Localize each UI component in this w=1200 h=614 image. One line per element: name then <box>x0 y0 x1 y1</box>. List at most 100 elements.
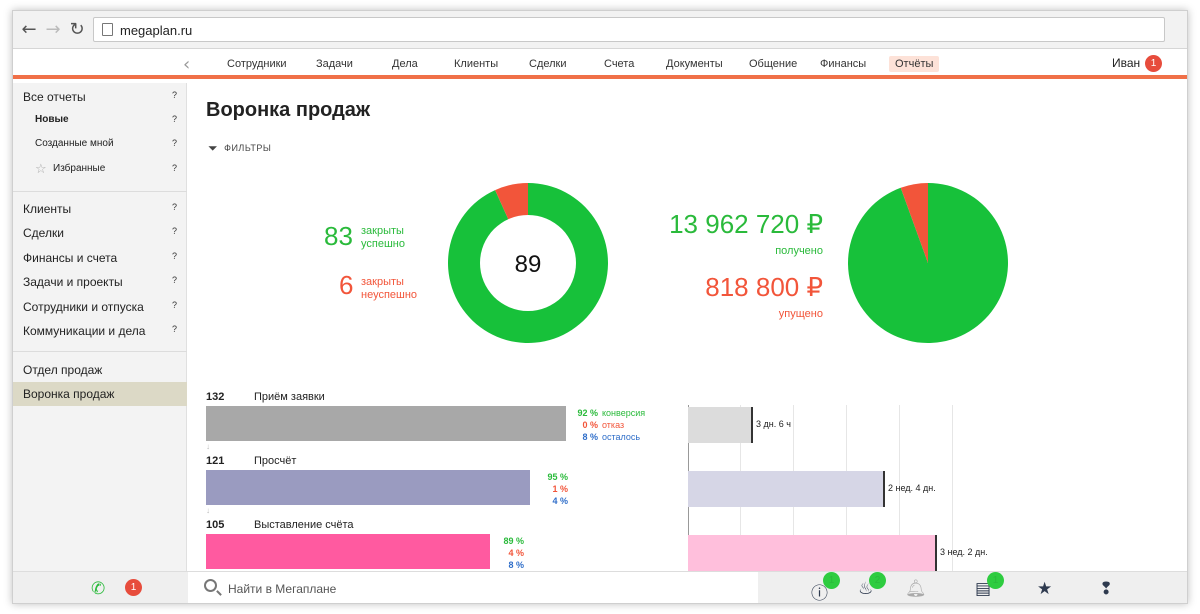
sidebar-item-communications[interactable]: Коммуникации и дела ? <box>23 324 177 338</box>
page-title: Воронка продаж <box>206 99 371 121</box>
user-notification-badge[interactable]: 1 <box>1145 55 1162 72</box>
page-icon <box>102 23 113 36</box>
donut-hole <box>480 215 576 311</box>
chevron-left-icon[interactable]: ‹ <box>183 54 191 75</box>
sidebar-item-all-reports[interactable]: Все отчеты ? <box>23 90 177 104</box>
down-arrow-icon: ↓ <box>206 506 210 515</box>
help-icon[interactable]: ? <box>171 114 177 124</box>
global-search <box>188 572 758 603</box>
fire-badge[interactable]: 2 <box>869 572 886 589</box>
menu-item-reports[interactable]: Отчёты <box>889 56 940 72</box>
back-arrow-icon[interactable]: ← <box>21 19 37 40</box>
star-icon[interactable]: ★ <box>1037 579 1053 599</box>
duration-bar-end <box>751 407 753 443</box>
help-icon[interactable]: ? <box>171 163 177 173</box>
stage-conversion: 95 % <box>547 472 568 482</box>
menu-item-employees[interactable]: Сотрудники <box>227 58 287 70</box>
stage-bar[interactable] <box>206 534 491 569</box>
stage-duration-chart: 3 дн. 6 ч 2 нед. 4 дн. 3 нед. 2 дн. <box>688 405 1088 571</box>
url-text: megaplan.ru <box>120 23 193 38</box>
stage-bar[interactable] <box>206 406 566 441</box>
sidebar-item-favorites[interactable]: ☆ Избранные ? <box>35 161 177 176</box>
menu-item-communication[interactable]: Общение <box>749 58 798 70</box>
stage-bar[interactable] <box>206 470 530 505</box>
sidebar-item-new[interactable]: Новые ? <box>35 114 177 125</box>
report-content: Воронка продаж ⏷ ФИЛЬТРЫ 83 закрыты успешн… <box>188 83 1187 571</box>
donut-total: 89 <box>515 251 542 278</box>
closed-fail-label: закрыты неуспешно <box>361 276 418 301</box>
forward-arrow-icon[interactable]: → <box>45 19 61 40</box>
stage-name[interactable]: Приём заявки <box>254 391 325 403</box>
duration-bar-end <box>883 471 885 507</box>
amounts-pie-chart <box>848 183 1008 343</box>
stage-refusal: 0 % <box>582 420 598 430</box>
stage-remaining: 8 % <box>582 432 598 442</box>
duration-bar[interactable] <box>688 471 884 507</box>
duration-label: 2 нед. 4 дн. <box>888 483 936 493</box>
menu-item-affairs[interactable]: Дела <box>392 58 418 70</box>
user-name[interactable]: Иван <box>1112 56 1141 70</box>
pie-slice-missed <box>900 183 928 263</box>
remaining-label: осталось <box>602 432 641 442</box>
closed-fail-count: 6 <box>339 270 354 300</box>
bottom-bar: ✆ 1 ⓘ 1 ♨ 2 🔔︎ ▤ 1 ★ ❢ <box>13 571 1187 604</box>
stage-name[interactable]: Просчёт <box>254 455 297 467</box>
bell-icon[interactable]: 🔔︎ <box>905 579 927 599</box>
menu-item-clients[interactable]: Клиенты <box>454 58 499 70</box>
feedback-icon[interactable]: ❢ <box>1099 579 1114 599</box>
sidebar-item-sales-department[interactable]: Отдел продаж <box>23 363 103 377</box>
address-bar[interactable]: megaplan.ru <box>93 17 1165 42</box>
menu-item-invoices[interactable]: Счета <box>604 58 635 70</box>
missed-amount: 818 800 ₽ <box>705 272 823 302</box>
duration-bar-end <box>935 535 937 571</box>
sidebar-item-tasks-projects[interactable]: Задачи и проекты ? <box>23 275 177 289</box>
phone-icon[interactable]: ✆ <box>91 579 106 599</box>
menu-item-finance[interactable]: Финансы <box>820 58 867 70</box>
filter-funnel-icon: ⏷ <box>208 141 219 155</box>
conversion-label: конверсия <box>602 408 646 418</box>
received-amount: 13 962 720 ₽ <box>669 209 823 239</box>
refusal-label: отказ <box>602 420 625 430</box>
alert-badge[interactable]: 1 <box>823 572 840 589</box>
closed-success-count: 83 <box>324 221 353 251</box>
sidebar-item-sales-funnel[interactable]: Воронка продаж <box>13 382 187 406</box>
help-icon[interactable]: ? <box>171 202 177 212</box>
gridline <box>952 405 953 571</box>
chat-badge[interactable]: 1 <box>987 572 1004 589</box>
filters-button[interactable]: ⏷ ФИЛЬТРЫ <box>208 141 272 155</box>
help-icon[interactable]: ? <box>171 324 177 334</box>
search-icon <box>204 579 217 592</box>
sidebar-item-created-by-me[interactable]: Созданные мной ? <box>35 138 177 149</box>
duration-bar[interactable] <box>688 535 936 571</box>
sidebar-item-finance-invoices[interactable]: Финансы и счета ? <box>23 251 177 265</box>
duration-label: 3 нед. 2 дн. <box>940 547 988 557</box>
stage-count: 121 <box>206 455 225 467</box>
sidebar-item-clients[interactable]: Клиенты ? <box>23 202 177 216</box>
help-icon[interactable]: ? <box>171 90 177 100</box>
help-icon[interactable]: ? <box>171 275 177 285</box>
closed-success-label: закрыты успешно <box>361 225 405 250</box>
help-icon[interactable]: ? <box>171 226 177 236</box>
stage-count: 132 <box>206 391 225 403</box>
help-icon[interactable]: ? <box>171 251 177 261</box>
duration-label: 3 дн. 6 ч <box>756 419 791 429</box>
down-arrow-icon: ↓ <box>206 442 210 451</box>
help-icon[interactable]: ? <box>171 300 177 310</box>
sidebar-item-deals[interactable]: Сделки ? <box>23 226 177 240</box>
received-label: получено <box>775 245 823 257</box>
reload-icon[interactable]: ↻ <box>69 19 85 40</box>
phone-badge[interactable]: 1 <box>125 579 142 596</box>
menu-item-deals[interactable]: Сделки <box>529 58 567 70</box>
stage-refusal: 4 % <box>508 548 524 558</box>
sidebar: Все отчеты ? Новые ? Созданные мной ? ☆ … <box>13 83 187 571</box>
help-icon[interactable]: ? <box>171 138 177 148</box>
menu-item-documents[interactable]: Документы <box>666 58 723 70</box>
menu-item-tasks[interactable]: Задачи <box>316 58 353 70</box>
alert-circle-icon[interactable]: ⓘ <box>811 584 828 604</box>
duration-bar[interactable] <box>688 407 752 443</box>
stage-name[interactable]: Выставление счёта <box>254 519 354 531</box>
stage-refusal: 1 % <box>552 484 568 494</box>
sidebar-item-employees-vacations[interactable]: Сотрудники и отпуска ? <box>23 300 177 314</box>
divider <box>13 191 187 192</box>
search-input[interactable] <box>228 579 728 599</box>
